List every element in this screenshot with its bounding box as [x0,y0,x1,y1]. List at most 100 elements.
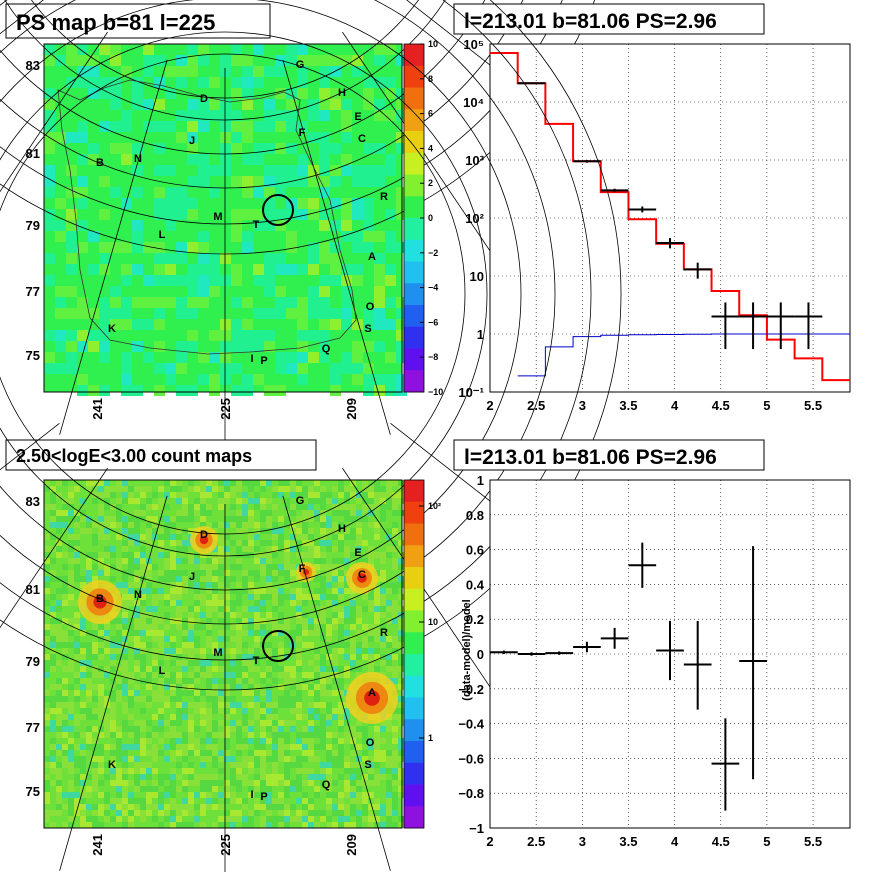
map-pixel [122,666,128,672]
map-pixel [200,756,206,762]
map-pixel [242,498,248,504]
map-pixel [140,660,146,666]
map-pixel [350,768,356,774]
map-pixel [220,319,231,330]
lon-tick-label: 209 [344,398,359,420]
map-pixel [212,690,218,696]
map-pixel [296,630,302,636]
map-pixel [350,624,356,630]
map-pixel [253,176,264,187]
map-pixel [188,516,194,522]
map-pixel [66,220,77,231]
map-pixel [110,546,116,552]
map-pixel [132,99,143,110]
colorbar-band [404,370,424,393]
map-pixel [278,798,284,804]
map-pixel [212,558,218,564]
map-pixel [128,534,134,540]
map-pixel [320,780,326,786]
map-pixel [74,558,80,564]
map-pixel [302,816,308,822]
map-pixel [296,654,302,660]
map-pixel [218,750,224,756]
map-pixel [200,804,206,810]
map-pixel [218,552,224,558]
map-pixel [290,540,296,546]
map-pixel [198,286,209,297]
map-pixel [50,576,56,582]
map-pixel [68,810,74,816]
map-pixel [164,504,170,510]
map-pixel [266,696,272,702]
map-pixel [146,666,152,672]
map-pixel [122,648,128,654]
map-pixel [272,804,278,810]
map-pixel [121,264,132,275]
map-pixel [320,552,326,558]
map-pixel [242,510,248,516]
map-pixel [104,546,110,552]
map-pixel [68,534,74,540]
lat-tick-label: 81 [26,146,40,161]
map-pixel [338,678,344,684]
map-pixel [128,582,134,588]
map-pixel [332,810,338,816]
map-pixel [350,510,356,516]
map-pixel [248,726,254,732]
spectrum-panel: l=213.01 b=81.06 PS=2.96 2 2.5 3 3.5 4 4.5 5 5.… [453,3,851,413]
map-pixel [134,768,140,774]
map-pixel [319,330,330,341]
map-pixel [182,798,188,804]
map-pixel [319,286,330,297]
map-pixel [86,486,92,492]
map-pixel [182,570,188,576]
map-pixel [188,732,194,738]
map-pixel [158,738,164,744]
map-pixel [92,552,98,558]
map-pixel [350,594,356,600]
map-pixel [110,242,121,253]
map-pixel [200,690,206,696]
map-pixel [104,552,110,558]
map-pixel [66,341,77,352]
map-pixel [319,77,330,88]
map-pixel [92,624,98,630]
map-pixel [176,253,187,264]
map-pixel [92,522,98,528]
map-pixel [176,308,187,319]
colorbar-band [404,784,424,807]
map-pixel [116,504,122,510]
map-pixel [62,630,68,636]
map-pixel [266,516,272,522]
map-pixel [99,209,110,220]
map-pixel [266,672,272,678]
map-pixel [308,738,314,744]
map-pixel [260,630,266,636]
map-pixel [344,552,350,558]
map-pixel [194,636,200,642]
map-pixel [44,816,50,822]
map-pixel [230,768,236,774]
map-pixel [164,522,170,528]
map-pixel [110,187,121,198]
map-pixel [254,762,260,768]
map-pixel [374,522,380,528]
map-pixel [350,774,356,780]
map-pixel [392,666,398,672]
map-pixel [176,546,182,552]
map-pixel [77,121,88,132]
map-pixel [146,672,152,678]
map-pixel [374,385,385,396]
map-pixel [128,600,134,606]
map-pixel [146,486,152,492]
map-pixel [194,570,200,576]
map-pixel [248,684,254,690]
map-pixel [158,498,164,504]
colorbar-band [404,588,424,611]
map-pixel [44,504,50,510]
map-pixel [140,810,146,816]
map-pixel [176,762,182,768]
map-pixel [182,780,188,786]
map-pixel [128,804,134,810]
map-pixel [158,780,164,786]
